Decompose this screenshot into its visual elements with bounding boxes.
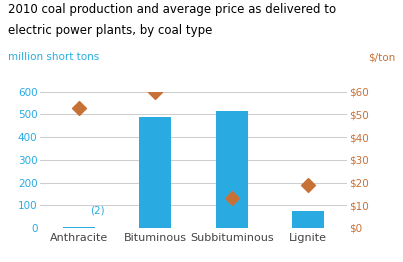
Bar [62,227,95,228]
Text: $/ton: $/ton [368,52,395,62]
Text: (2): (2) [90,205,105,215]
Point [229,196,235,200]
Bar [216,111,248,228]
Point [305,183,312,187]
Point [152,90,158,94]
Bar [139,117,171,228]
Point [75,106,82,110]
Text: electric power plants, by coal type: electric power plants, by coal type [8,24,212,37]
Text: million short tons: million short tons [8,52,99,62]
Text: 2010 coal production and average price as delivered to: 2010 coal production and average price a… [8,3,336,16]
Bar [292,211,324,228]
